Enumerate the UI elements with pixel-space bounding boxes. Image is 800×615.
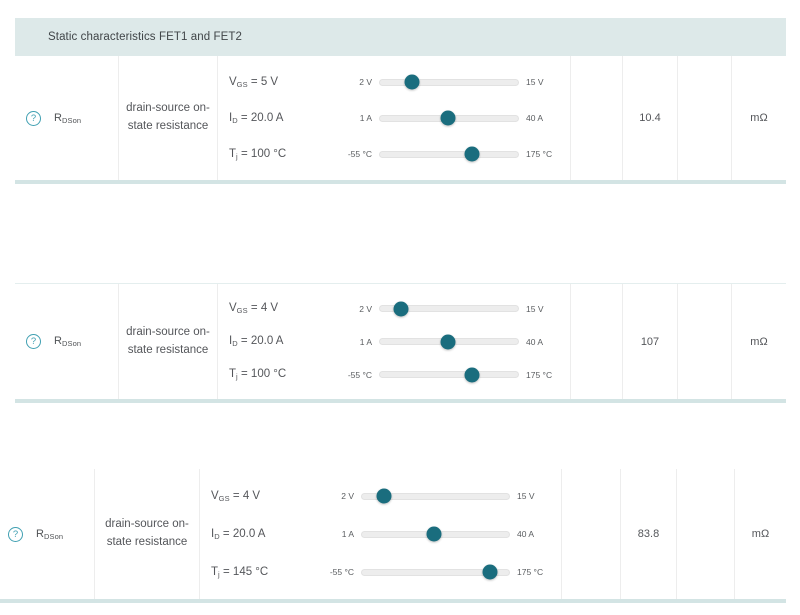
- help-icon[interactable]: ?: [26, 334, 41, 349]
- table-bottom-divider: [15, 180, 786, 184]
- slider-min-label: 2 V: [341, 491, 354, 501]
- min-value-cell: [561, 469, 620, 599]
- slider-min-label: 1 A: [341, 529, 354, 539]
- conditions-cell: VGS = 4 V 2 V 15 V ID = 20.0 A 1 A 40 A …: [199, 469, 561, 599]
- condition-label: Tj = 100 °C: [229, 368, 287, 381]
- id-slider-knob[interactable]: [440, 334, 456, 349]
- slider-max-label: 40 A: [517, 529, 535, 539]
- parametric-datasheet-page: Static characteristics FET1 and FET2 ? R…: [0, 18, 800, 615]
- max-value-cell: [676, 469, 734, 599]
- condition-row-id: ID = 20.0 A 1 A 40 A: [200, 522, 561, 546]
- table-section-header: Static characteristics FET1 and FET2: [15, 18, 786, 56]
- condition-label: VGS = 4 V: [211, 489, 261, 503]
- parameter-description: drain-source on-state resistance: [94, 469, 199, 599]
- parameter-description: drain-source on-state resistance: [118, 56, 217, 180]
- slider-min-label: 2 V: [359, 303, 372, 314]
- slider-max-label: 15 V: [526, 303, 544, 314]
- tj-slider-knob[interactable]: [464, 146, 480, 162]
- condition-row-tj: Tj = 145 °C -55 °C 175 °C: [200, 560, 561, 584]
- slider-max-label: 40 A: [526, 113, 544, 123]
- slider-max-label: 175 °C: [526, 369, 553, 380]
- unit-cell: mΩ: [731, 284, 786, 399]
- tj-slider-track[interactable]: [379, 367, 519, 382]
- slider-min-label: -55 °C: [347, 149, 372, 159]
- id-slider-track[interactable]: [379, 110, 519, 126]
- unit-cell: mΩ: [734, 469, 786, 599]
- vgs-slider-track[interactable]: [379, 74, 519, 90]
- conditions-cell: VGS = 5 V 2 V 15 V ID = 20.0 A 1 A 40 A …: [217, 56, 570, 180]
- help-icon[interactable]: ?: [8, 526, 23, 542]
- tj-slider-knob[interactable]: [464, 367, 480, 382]
- slider-max-label: 15 V: [517, 491, 535, 501]
- condition-label: VGS = 4 V: [229, 302, 279, 315]
- table-row: ? RDSon drain-source on-state resistance…: [0, 469, 786, 599]
- vgs-slider-knob[interactable]: [404, 74, 420, 90]
- slider-max-label: 15 V: [526, 77, 544, 87]
- typ-value-cell: 83.8: [620, 469, 676, 599]
- condition-row-vgs: VGS = 5 V 2 V 15 V: [218, 70, 570, 94]
- parameter-description: drain-source on-state resistance: [118, 284, 217, 399]
- condition-label: ID = 20.0 A: [229, 111, 284, 125]
- table-row: ? RDSon drain-source on-state resistance…: [15, 283, 786, 399]
- slider-min-label: 1 A: [359, 113, 372, 123]
- min-value-cell: [570, 284, 622, 399]
- id-slider-knob[interactable]: [440, 110, 456, 126]
- max-value-cell: [677, 56, 731, 180]
- condition-row-tj: Tj = 100 °C -55 °C 175 °C: [218, 142, 570, 166]
- id-slider-knob[interactable]: [426, 526, 442, 542]
- parameter-symbol: RDSon: [54, 111, 82, 125]
- vgs-slider-knob[interactable]: [376, 488, 392, 504]
- table-rdson-tj145: ? RDSon drain-source on-state resistance…: [0, 469, 786, 603]
- min-value-cell: [570, 56, 622, 180]
- table-static-characteristics: Static characteristics FET1 and FET2 ? R…: [15, 18, 786, 184]
- conditions-cell: VGS = 4 V 2 V 15 V ID = 20.0 A 1 A 40 A …: [217, 284, 570, 399]
- condition-label: ID = 20.0 A: [211, 527, 266, 541]
- condition-label: ID = 20.0 A: [229, 335, 284, 348]
- slider-min-label: -55 °C: [347, 369, 372, 380]
- condition-row-id: ID = 20.0 A 1 A 40 A: [218, 330, 570, 354]
- slider-min-label: 2 V: [359, 77, 372, 87]
- table-bottom-divider: [15, 399, 786, 403]
- table-row: ? RDSon drain-source on-state resistance…: [15, 56, 786, 180]
- condition-row-vgs: VGS = 4 V 2 V 15 V: [200, 484, 561, 508]
- typ-value-cell: 107: [622, 284, 677, 399]
- vgs-slider-track[interactable]: [361, 488, 510, 504]
- help-icon[interactable]: ?: [26, 110, 41, 126]
- id-slider-track[interactable]: [361, 526, 510, 542]
- table-bottom-divider: [0, 599, 786, 603]
- condition-row-vgs: VGS = 4 V 2 V 15 V: [218, 297, 570, 321]
- condition-row-id: ID = 20.0 A 1 A 40 A: [218, 106, 570, 130]
- condition-label: Tj = 145 °C: [211, 565, 269, 579]
- symbol-cell: ? RDSon: [0, 469, 94, 599]
- tj-slider-knob[interactable]: [482, 564, 498, 580]
- symbol-cell: ? RDSon: [15, 56, 118, 180]
- tj-slider-track[interactable]: [379, 146, 519, 162]
- symbol-cell: ? RDSon: [15, 284, 118, 399]
- slider-max-label: 175 °C: [526, 149, 553, 159]
- table-section-title: Static characteristics FET1 and FET2: [48, 31, 243, 43]
- condition-row-tj: Tj = 100 °C -55 °C 175 °C: [218, 363, 570, 387]
- id-slider-track[interactable]: [379, 334, 519, 349]
- max-value-cell: [677, 284, 731, 399]
- unit-cell: mΩ: [731, 56, 786, 180]
- parameter-symbol: RDSon: [54, 335, 82, 348]
- table-rdson-vgs4: ? RDSon drain-source on-state resistance…: [15, 283, 786, 403]
- typ-value-cell: 10.4: [622, 56, 677, 180]
- slider-min-label: -55 °C: [329, 567, 354, 577]
- slider-max-label: 175 °C: [517, 567, 544, 577]
- slider-max-label: 40 A: [526, 336, 544, 347]
- tj-slider-track[interactable]: [361, 564, 510, 580]
- condition-label: VGS = 5 V: [229, 75, 279, 89]
- condition-label: Tj = 100 °C: [229, 147, 287, 161]
- slider-min-label: 1 A: [359, 336, 372, 347]
- parameter-symbol: RDSon: [36, 527, 64, 541]
- vgs-slider-knob[interactable]: [393, 301, 409, 316]
- vgs-slider-track[interactable]: [379, 301, 519, 316]
